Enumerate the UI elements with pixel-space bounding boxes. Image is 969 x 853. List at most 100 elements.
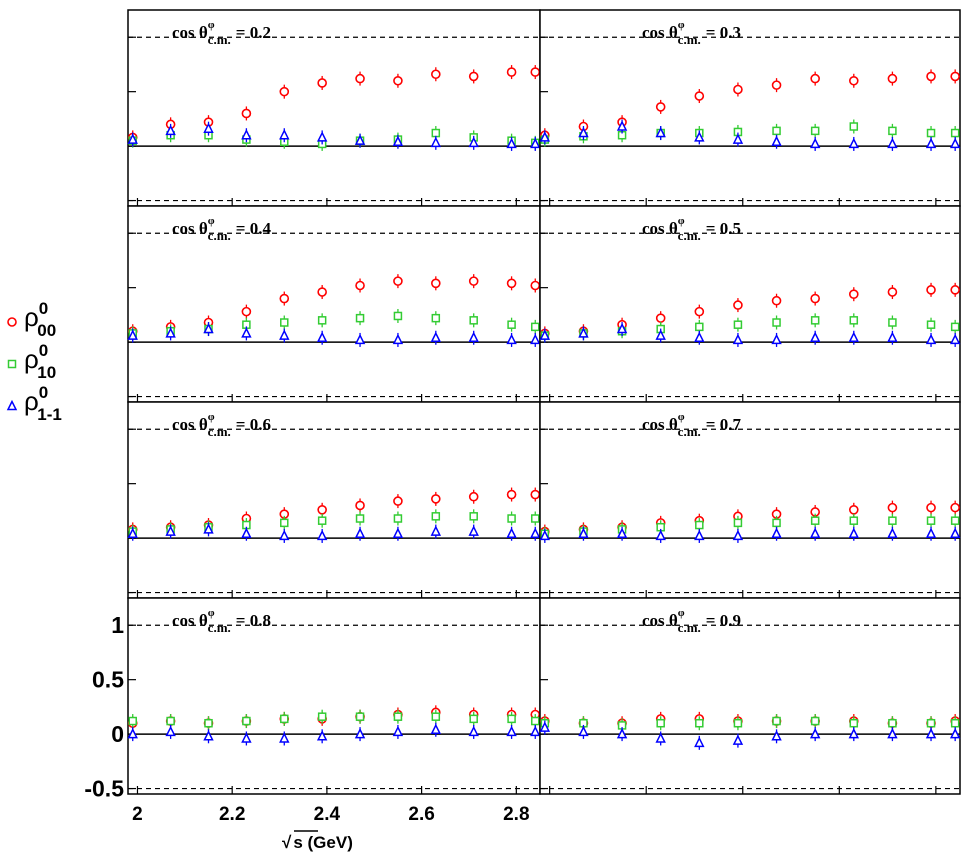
legend-sub: 10 [37,363,56,382]
data-point-rho1m1 [771,135,782,147]
series-rho1m1 [127,522,541,543]
data-point-rho1m1 [848,137,860,149]
data-point-rho1m1 [539,329,551,340]
data-point-rho10 [204,718,213,728]
data-point-rho1m1 [530,527,541,539]
data-point-rho1m1 [468,331,479,343]
data-point-rho00 [506,67,517,77]
data-point-rho00 [241,306,252,317]
data-point-rho1m1 [165,124,176,136]
data-point-rho00 [393,496,403,506]
data-point-rho1m1 [203,730,214,741]
panel-2: cos θφ c.m. = 0.3 [539,9,961,207]
data-point-rho00 [431,69,441,80]
panel-title-sub: c.m. [208,32,231,47]
data-point-rho00 [950,71,960,82]
panel-title-sub: c.m. [678,424,701,439]
data-point-rho10 [507,320,516,329]
data-point-rho1m1 [949,527,961,539]
panel-title: cos θφ c.m. = 0.4 [172,215,271,243]
y-tick-label: 0.5 [92,667,124,693]
data-point-rho10 [926,718,936,728]
data-point-rho00 [950,285,960,295]
data-point-rho1m1 [468,136,479,148]
data-point-rho10 [317,712,327,721]
data-point-rho1m1 [925,527,937,539]
x-tick-label: 2.8 [503,804,529,825]
panel-7: cos θφ c.m. = 0.8 [127,597,541,795]
data-point-rho1m1 [655,529,666,541]
panel-8: cos θφ c.m. = 0.9 [539,597,961,795]
panel-title-sub: c.m. [208,620,231,635]
data-point-rho10 [317,316,327,325]
data-point-rho10 [695,718,704,728]
data-point-rho00 [694,306,705,317]
panel-title-sup: φ [678,411,685,423]
panel-title-value: = 0.2 [236,23,271,42]
data-point-rho1m1 [316,131,328,142]
data-point-rho1m1 [578,725,589,737]
legend-marker-circle [7,317,17,327]
data-point-rho1m1 [468,525,479,536]
data-point-rho10 [507,514,516,523]
data-point-rho1m1 [165,525,176,536]
panel-title: cos θφ c.m. = 0.8 [172,607,271,635]
data-point-rho10 [950,516,960,525]
data-point-rho1m1 [354,333,366,345]
data-point-rho1m1 [771,527,782,539]
data-point-rho00 [848,75,859,86]
data-point-rho10 [166,716,175,726]
data-point-rho00 [810,73,820,84]
panel-frame [539,597,961,795]
data-point-rho10 [531,716,540,726]
data-point-rho1m1 [127,527,138,539]
series-rho1m1 [127,722,541,746]
data-point-rho10 [531,322,540,332]
panel-title: cos θφ c.m. = 0.3 [642,19,741,47]
panel-title-value: = 0.9 [706,611,741,630]
data-point-rho1m1 [694,331,705,343]
data-point-rho10 [810,716,820,726]
legend-marker-triangle [6,399,18,411]
data-point-rho00 [530,67,541,77]
data-point-rho10 [849,718,859,728]
panel-1: cos θφ c.m. = 0.2 [127,9,541,207]
data-point-rho10 [733,718,743,728]
data-point-rho1m1 [809,527,821,539]
data-point-rho10 [950,128,960,138]
data-point-rho10 [926,320,936,329]
data-point-rho00 [810,293,820,304]
data-point-rho10 [772,126,781,136]
data-point-rho1m1 [241,129,252,140]
data-point-rho1m1 [430,331,442,343]
data-point-rho00 [771,80,782,90]
legend-sub: 1-1 [37,405,62,424]
data-point-rho1m1 [506,333,517,345]
data-point-rho1m1 [732,333,744,345]
data-point-rho1m1 [616,727,628,739]
data-point-rho1m1 [949,333,961,345]
data-point-rho1m1 [694,736,705,748]
panel-title-prefix: cos θ [172,415,208,434]
series-rho10 [128,709,540,731]
data-point-rho10 [469,316,478,325]
panel-title-value: = 0.6 [236,415,271,434]
data-point-rho00 [431,278,441,289]
panel-title-sup: φ [678,19,685,31]
legend-label: ρ0 10 [24,341,56,382]
data-point-rho00 [393,276,403,286]
panel-title-sub: c.m. [678,32,701,47]
panel-3: cos θφ c.m. = 0.4 [127,205,541,403]
legend-symbol: ρ [24,344,39,374]
data-point-rho00 [317,78,327,88]
data-point-rho10 [355,514,365,523]
data-point-rho10 [128,716,137,726]
data-point-rho1m1 [887,527,898,539]
data-point-rho1m1 [392,527,404,539]
panel-title-prefix: cos θ [172,23,208,42]
data-point-rho10 [733,518,743,528]
data-point-rho1m1 [506,725,517,737]
data-point-rho00 [241,108,252,119]
